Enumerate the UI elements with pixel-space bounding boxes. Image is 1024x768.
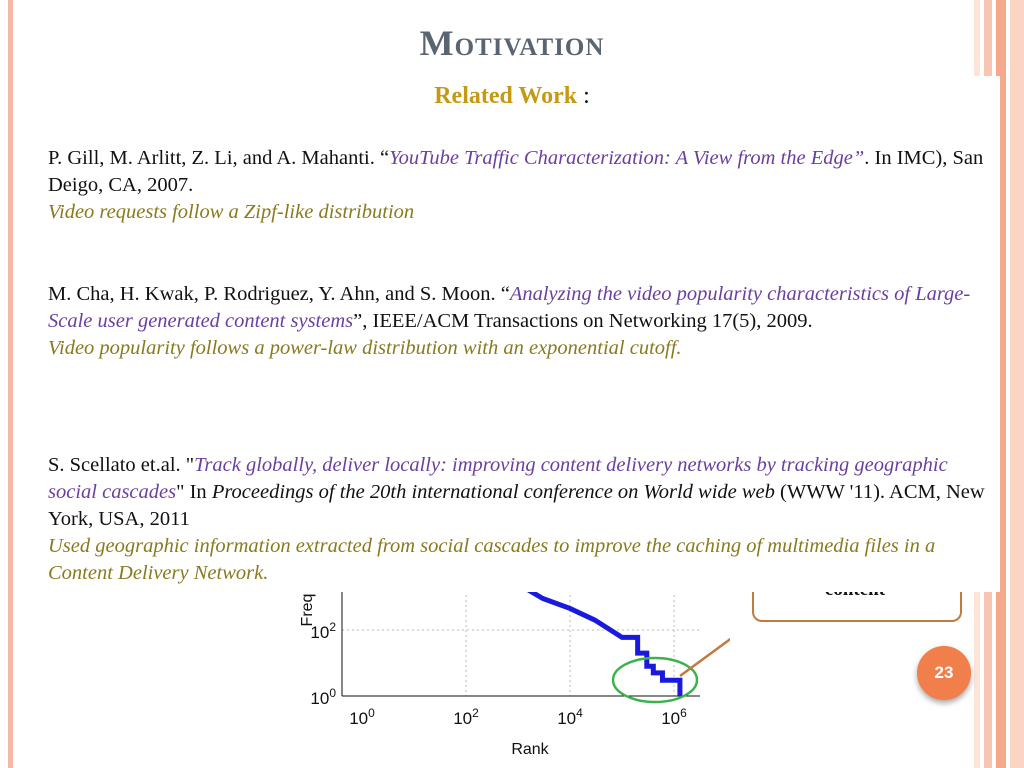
- y-axis-label: Freq: [299, 594, 316, 627]
- reference-title: YouTube Traffic Characterization: A View…: [389, 147, 865, 169]
- highlight-ellipse: [611, 656, 699, 704]
- reference-note: Video popularity follows a power-law dis…: [48, 337, 682, 359]
- x-axis-label: Rank: [511, 741, 549, 758]
- reference-title: Analyzing the video popularity character…: [48, 283, 971, 332]
- page-number-badge: 23: [917, 646, 971, 700]
- subtitle-label: Related Work: [434, 83, 578, 109]
- reference-1: P. Gill, M. Arlitt, Z. Li, and A. Mahant…: [48, 145, 998, 226]
- x-tick-label: 102: [453, 706, 479, 728]
- callout-pointer: [679, 637, 730, 678]
- reference-3: S. Scellato et.al. "Track globally, deli…: [48, 452, 998, 587]
- callout-box: [752, 590, 962, 622]
- reference-authors: S. Scellato et.al. ": [48, 454, 195, 476]
- reference-proceedings: Proceedings of the 20th international co…: [211, 481, 775, 503]
- y-tick-label: 102: [310, 620, 336, 642]
- content-panel: [14, 76, 1000, 592]
- reference-venue: . In IMC), San Deigo, CA, 2007.: [48, 147, 984, 196]
- slide-title: Motivation: [419, 23, 605, 63]
- subtitle-suffix: :: [577, 83, 590, 109]
- reference-note: Video requests follow a Zipf-like distri…: [48, 201, 415, 223]
- left-decorative-rule: [8, 0, 13, 768]
- x-tick-label: 104: [557, 706, 583, 728]
- chart-grid: [342, 590, 700, 696]
- series-line: [523, 590, 683, 696]
- x-tick-label: 106: [661, 706, 687, 728]
- x-tick-label: 100: [349, 706, 375, 728]
- reference-venue: (WWW '11). ACM, New York, USA, 2011: [48, 481, 985, 530]
- reference-in: " In: [176, 481, 212, 503]
- reference-2: M. Cha, H. Kwak, P. Rodriguez, Y. Ahn, a…: [48, 281, 998, 362]
- rank-frequency-chart: 100 102 104 106 100 102 Rank Freq: [299, 590, 730, 758]
- y-tick-label: 100: [310, 686, 336, 708]
- reference-venue: ”, IEEE/ACM Transactions on Networking 1…: [353, 310, 813, 332]
- reference-title: Track globally, deliver locally: improvi…: [48, 454, 948, 503]
- slide-subtitle: Related Work :: [0, 83, 1024, 110]
- reference-note: Used geographic information extracted fr…: [48, 535, 936, 584]
- reference-authors: M. Cha, H. Kwak, P. Rodriguez, Y. Ahn, a…: [48, 283, 510, 305]
- reference-authors: P. Gill, M. Arlitt, Z. Li, and A. Mahant…: [48, 147, 390, 169]
